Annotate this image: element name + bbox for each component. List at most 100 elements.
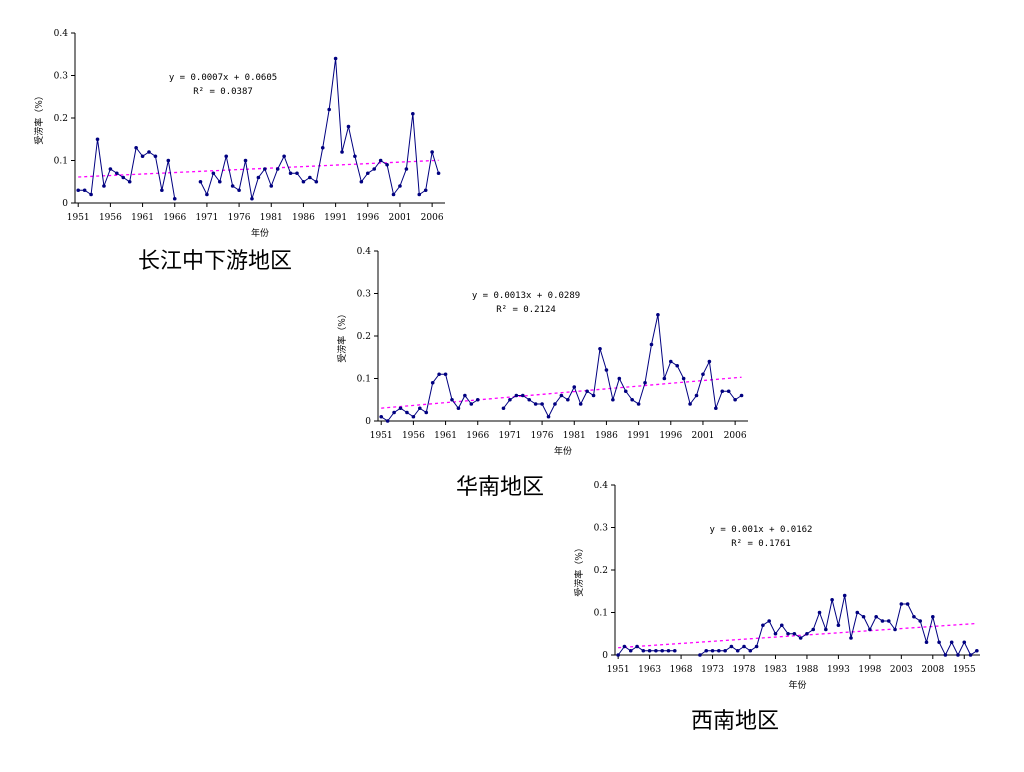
- x-tick-label: 2001: [389, 213, 412, 223]
- data-point: [566, 397, 570, 402]
- x-tick-label: 1963: [638, 665, 661, 675]
- data-point: [82, 188, 87, 193]
- data-point: [553, 402, 557, 406]
- x-tick-label: 2006: [421, 213, 444, 223]
- data-point: [817, 610, 822, 615]
- y-tick-label: 0.4: [594, 481, 609, 491]
- data-point: [372, 167, 377, 171]
- data-point: [546, 414, 551, 419]
- x-tick-label: 1951: [370, 431, 393, 441]
- data-point: [735, 648, 740, 653]
- x-tick-label: 1996: [659, 431, 682, 441]
- data-point: [423, 188, 428, 193]
- data-point: [108, 167, 113, 171]
- data-point: [943, 653, 948, 657]
- data-point: [514, 393, 519, 398]
- x-tick-label: 1966: [163, 213, 186, 223]
- y-tick-label: 0.4: [357, 247, 372, 257]
- data-point: [924, 640, 929, 645]
- data-point: [166, 158, 171, 163]
- data-point: [411, 111, 415, 116]
- data-point: [733, 397, 737, 402]
- data-point: [681, 376, 686, 381]
- data-point: [975, 648, 979, 653]
- data-point: [616, 653, 620, 657]
- data-point: [501, 406, 506, 411]
- x-tick-label: 1976: [228, 213, 251, 223]
- trend-annotation: y = 0.0013x + 0.0289: [472, 291, 580, 301]
- trend-annotation: R² = 0.0387: [193, 87, 253, 97]
- x-tick-label: 1951: [67, 213, 90, 223]
- x-tick-label: 1991: [324, 213, 347, 223]
- y-tick-label: 0.2: [357, 332, 371, 342]
- data-point: [527, 397, 532, 402]
- data-point: [198, 179, 203, 184]
- data-point: [956, 653, 960, 657]
- data-point: [767, 619, 771, 623]
- data-point: [611, 397, 615, 402]
- data-point: [533, 402, 538, 406]
- data-point: [622, 644, 627, 649]
- data-point: [211, 171, 216, 176]
- data-point: [701, 372, 705, 377]
- y-tick-label: 0.3: [357, 290, 372, 300]
- y-tick-label: 0.1: [357, 375, 371, 385]
- data-point: [308, 175, 312, 180]
- data-point: [720, 389, 725, 394]
- data-point: [893, 627, 897, 632]
- trend-annotation: y = 0.0007x + 0.0605: [169, 73, 277, 83]
- data-point: [855, 610, 860, 615]
- trend-annotation: R² = 0.2124: [496, 305, 556, 315]
- data-point: [836, 623, 841, 628]
- data-point: [405, 410, 409, 415]
- data-point: [662, 376, 667, 381]
- data-point: [147, 150, 151, 154]
- x-tick-label: 1991: [627, 431, 650, 441]
- x-tick-label: 1961: [434, 431, 457, 441]
- x-tick-label: 1956: [99, 213, 122, 223]
- chart-title: 西南地区: [691, 709, 779, 734]
- x-tick-label: 1993: [827, 665, 850, 675]
- data-point: [392, 410, 396, 415]
- data-point: [153, 154, 158, 159]
- y-tick-label: 0.1: [54, 157, 68, 167]
- data-point: [666, 648, 671, 653]
- data-point: [754, 644, 759, 649]
- x-tick-label: 1978: [733, 665, 756, 675]
- y-axis-label: 受涝率（%）: [336, 309, 348, 363]
- data-point: [604, 368, 609, 372]
- x-tick-label: 1981: [563, 431, 586, 441]
- x-tick-label: 1951: [607, 665, 630, 675]
- y-tick-label: 0.4: [54, 29, 69, 39]
- y-tick-label: 0: [602, 651, 608, 661]
- x-tick-label: 1996: [356, 213, 379, 223]
- data-point: [333, 56, 338, 61]
- y-axis-label: 受涝率（%）: [573, 543, 585, 597]
- data-point: [578, 402, 583, 406]
- data-point: [76, 188, 81, 193]
- data-point: [269, 184, 274, 188]
- data-point: [968, 653, 973, 657]
- data-point: [849, 636, 853, 640]
- x-tick-label: 2001: [692, 431, 715, 441]
- x-tick-label: 1998: [858, 665, 881, 675]
- data-line: [617, 595, 978, 657]
- data-point: [899, 602, 904, 606]
- data-point: [811, 627, 816, 632]
- data-point: [559, 393, 564, 398]
- data-point: [102, 184, 106, 188]
- data-point: [237, 188, 241, 193]
- y-tick-label: 0.1: [594, 609, 608, 619]
- data-point: [598, 346, 602, 351]
- data-point: [295, 171, 299, 176]
- x-axis-label: 年份: [554, 445, 572, 457]
- data-point: [641, 648, 646, 653]
- data-point: [224, 154, 229, 159]
- data-point: [647, 648, 652, 653]
- y-tick-label: 0.3: [594, 524, 609, 534]
- y-tick-label: 0.2: [594, 566, 608, 576]
- data-point: [962, 640, 967, 645]
- y-axis-label: 受涝率（%）: [33, 91, 45, 145]
- x-tick-label: 1968: [670, 665, 693, 675]
